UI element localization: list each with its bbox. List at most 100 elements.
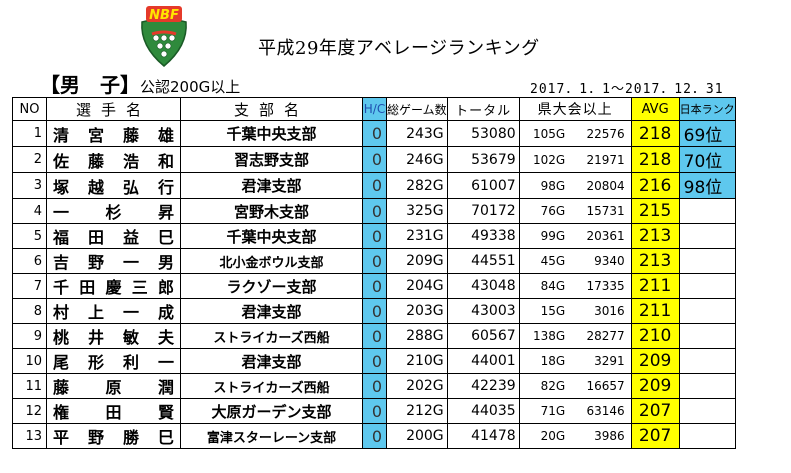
average: 209 — [630, 348, 680, 374]
row-no: 11 — [12, 373, 47, 399]
total-games: 246G — [386, 146, 448, 173]
pref-games: 98G — [518, 172, 568, 199]
nbf-logo-icon: NBF — [141, 6, 187, 67]
total-pins: 49338 — [446, 223, 520, 249]
pref-total: 63146 — [567, 398, 632, 424]
row-no: 9 — [12, 323, 47, 349]
average: 218 — [630, 146, 680, 173]
total-games: 209G — [386, 248, 448, 274]
table-row: 12 権田賢 大原ガーデン支部 0 212G 44035 71G 63146 207 — [12, 398, 736, 424]
row-no: 3 — [12, 172, 47, 199]
page-title: 平成29年度アベレージランキング — [258, 38, 540, 59]
total-games: 231G — [386, 223, 448, 249]
table-row: 10 尾形利一 君津支部 0 210G 44001 18G 3291 209 — [12, 348, 736, 374]
average: 211 — [630, 298, 680, 324]
handicap: 0 — [362, 298, 387, 324]
player-name: 村上一成 — [46, 298, 181, 324]
pref-games: 99G — [518, 223, 568, 249]
player-name: 一杉昇 — [46, 198, 181, 224]
average: 207 — [630, 398, 680, 424]
japan-rank — [678, 323, 736, 349]
pref-total: 17335 — [567, 273, 632, 299]
header-games: 総ゲーム数 — [386, 97, 448, 121]
branch-name: 北小金ボウル支部 — [180, 248, 363, 274]
pref-games: 20G — [518, 423, 568, 449]
total-games: 243G — [386, 120, 448, 147]
japan-rank — [678, 273, 736, 299]
section-title: 【男 子】公認200G以上 — [40, 69, 240, 98]
branch-name: ストライカーズ西船 — [180, 323, 363, 349]
svg-text:NBF: NBF — [149, 8, 179, 23]
pref-games: 138G — [518, 323, 568, 349]
pref-total: 15731 — [567, 198, 632, 224]
header-name: 選手名 — [46, 97, 181, 121]
average: 216 — [630, 172, 680, 199]
pref-games: 102G — [518, 146, 568, 173]
handicap: 0 — [362, 273, 387, 299]
player-name: 藤原潤 — [46, 373, 181, 399]
row-no: 13 — [12, 423, 47, 449]
total-pins: 43003 — [446, 298, 520, 324]
branch-name: 君津支部 — [180, 348, 363, 374]
pref-games: 84G — [518, 273, 568, 299]
row-no: 10 — [12, 348, 47, 374]
branch-name: 君津支部 — [180, 298, 363, 324]
player-name: 清宮藤雄 — [46, 120, 181, 147]
table-row: 8 村上一成 君津支部 0 203G 43003 15G 3016 211 — [12, 298, 736, 324]
handicap: 0 — [362, 198, 387, 224]
average: 218 — [630, 120, 680, 147]
total-games: 203G — [386, 298, 448, 324]
average: 207 — [630, 423, 680, 449]
pref-total: 3016 — [567, 298, 632, 324]
pref-total: 28277 — [567, 323, 632, 349]
pref-total: 3986 — [567, 423, 632, 449]
pref-games: 45G — [518, 248, 568, 274]
japan-rank — [678, 298, 736, 324]
header-avg: AVG — [630, 97, 680, 121]
player-name: 塚越弘行 — [46, 172, 181, 199]
table-header-row: NO 選手名 支部名 H/C 総ゲーム数 トータル 県大会以上 AVG 日本ラン… — [12, 97, 736, 121]
total-pins: 44551 — [446, 248, 520, 274]
bracket-close: 】 — [120, 73, 140, 97]
japan-rank — [678, 348, 736, 374]
pref-total: 16657 — [567, 373, 632, 399]
average: 211 — [630, 273, 680, 299]
total-pins: 60567 — [446, 323, 520, 349]
gender-label: 男 子 — [60, 73, 120, 97]
table-row: 7 千田慶三郎 ラクゾー支部 0 204G 43048 84G 17335 211 — [12, 273, 736, 299]
handicap: 0 — [362, 348, 387, 374]
pref-games: 76G — [518, 198, 568, 224]
qualification-label: 公認200G以上 — [140, 78, 241, 96]
row-no: 2 — [12, 146, 47, 173]
handicap: 0 — [362, 423, 387, 449]
branch-name: ストライカーズ西船 — [180, 373, 363, 399]
total-games: 200G — [386, 423, 448, 449]
player-name: 吉野一男 — [46, 248, 181, 274]
japan-rank — [678, 423, 736, 449]
handicap: 0 — [362, 120, 387, 147]
header-total: トータル — [446, 97, 520, 121]
player-name: 桃井敏夫 — [46, 323, 181, 349]
branch-name: 富津スターレーン支部 — [180, 423, 363, 449]
pref-games: 71G — [518, 398, 568, 424]
total-pins: 41478 — [446, 423, 520, 449]
average: 213 — [630, 248, 680, 274]
total-games: 325G — [386, 198, 448, 224]
total-games: 288G — [386, 323, 448, 349]
total-pins: 42239 — [446, 373, 520, 399]
table-row: 6 吉野一男 北小金ボウル支部 0 209G 44551 45G 9340 213 — [12, 248, 736, 274]
row-no: 12 — [12, 398, 47, 424]
header-no: NO — [12, 97, 47, 121]
handicap: 0 — [362, 172, 387, 199]
player-name: 福田益巳 — [46, 223, 181, 249]
table-row: 9 桃井敏夫 ストライカーズ西船 0 288G 60567 138G 28277 210 — [12, 323, 736, 349]
player-name: 佐藤浩和 — [46, 146, 181, 173]
ranking-table: NO 選手名 支部名 H/C 総ゲーム数 トータル 県大会以上 AVG 日本ラン… — [12, 97, 736, 449]
table-row: 4 一杉昇 宮野木支部 0 325G 70172 76G 15731 215 — [12, 198, 736, 224]
japan-rank — [678, 223, 736, 249]
player-name: 権田賢 — [46, 398, 181, 424]
player-name: 尾形利一 — [46, 348, 181, 374]
pref-total: 21971 — [567, 146, 632, 173]
handicap: 0 — [362, 323, 387, 349]
japan-rank — [678, 198, 736, 224]
